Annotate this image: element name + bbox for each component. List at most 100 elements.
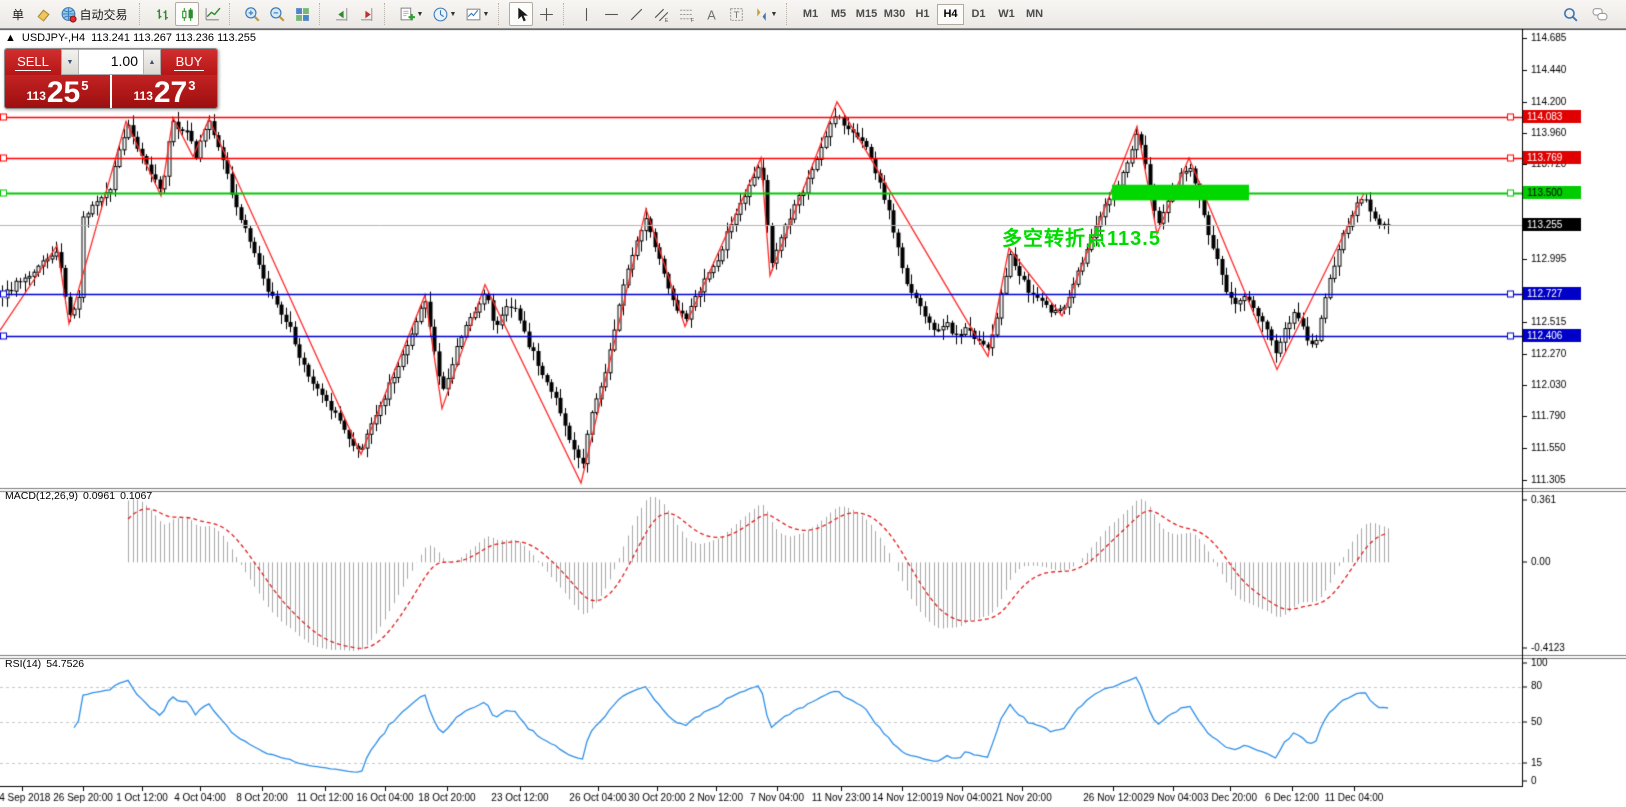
timeframe-m15-button[interactable]: M15 [855,8,878,20]
toolbar-separator [786,3,793,25]
volume-up-button[interactable]: ▲ [143,50,160,74]
new-order-button[interactable]: 单 [6,2,30,26]
timeframe-mn-button[interactable]: MN [1025,8,1044,20]
timeframe-m5-button[interactable]: M5 [830,8,847,20]
channel-tool-button[interactable]: E [649,2,673,26]
toolbar-separator [319,3,326,25]
toolbar-separator [384,3,391,25]
timeframe-m1-button[interactable]: M1 [802,8,819,20]
caret-up-icon: ▲ [148,58,156,66]
timeframe-m30-button[interactable]: M30 [883,8,906,20]
text-a-icon: A [707,7,716,22]
rsi-name: RSI(14) [5,658,42,670]
zoom-in-button[interactable] [240,2,264,26]
new-order-label: 单 [11,7,24,22]
svg-text:E: E [664,17,668,22]
timeframe-d1-button[interactable]: D1 [971,8,986,20]
template-icon [466,8,480,20]
chart-canvas[interactable] [0,29,1626,807]
vertical-line-tool-button[interactable] [574,2,598,26]
svg-text:F: F [690,17,694,22]
template-button[interactable]: ▼ [461,2,493,26]
auto-scroll-button[interactable] [330,2,354,26]
cursor-tool-button[interactable] [509,2,533,26]
crosshair-icon [539,7,553,21]
timeframe-h4-button[interactable]: H4 [937,3,964,25]
toolbar-separator [229,3,236,25]
symbol-timeframe: USDJPY-,H4 [21,32,86,44]
toolbar-separator [498,3,505,25]
sell-label: SELL [15,53,51,71]
ohlc-values: 113.241 113.267 113.236 113.255 [91,32,257,44]
text-label-tool-button[interactable]: T [724,2,748,26]
one-click-trading-panel: SELL ▼ 1.00 ▲ BUY 113 25 5 113 27 3 [4,48,218,109]
main-toolbar: 单 自动交易 [0,0,1626,29]
crosshair-tool-button[interactable] [534,2,558,26]
buy-price-button[interactable]: 113 27 3 [112,75,217,108]
rsi-value: 54.7526 [46,658,85,670]
bar-chart-button[interactable] [150,2,174,26]
caret-down-icon: ▼ [66,58,74,66]
horizontal-line-tool-button[interactable] [599,2,623,26]
svg-text:A: A [707,7,716,22]
trade-panel-price-row: 113 25 5 113 27 3 [5,75,217,108]
rsi-indicator-label: RSI(14) 54.7526 [5,658,89,670]
trendline-icon [630,8,642,20]
chevron-down-icon: ▼ [449,10,457,18]
chart-shift-button[interactable] [355,2,379,26]
sell-price-prefix: 113 [26,89,46,103]
trade-panel-top-row: SELL ▼ 1.00 ▲ BUY [5,49,217,75]
clock-icon [433,7,447,21]
macd-indicator-label: MACD(12,26,9) 0.0961 0.1067 [5,490,157,502]
timeframe-w1-button[interactable]: W1 [998,8,1015,20]
search-button[interactable] [1558,2,1582,26]
toolbar-separator [563,3,570,25]
chart-annotation-text: 多空转折点113.5 [1002,228,1161,250]
zoom-out-button[interactable] [265,2,289,26]
tile-windows-icon [295,7,309,21]
macd-signal-value: 0.1067 [120,490,153,502]
chevron-down-icon: ▼ [416,10,424,18]
cursor-icon [517,7,528,21]
arrow-objects-icon [756,7,766,21]
buy-price-prefix: 113 [133,89,153,103]
add-indicator-button[interactable]: ▼ [395,2,427,26]
zoom-out-icon [270,7,285,22]
text-tool-button[interactable]: A [699,2,723,26]
ohlc-bars-icon [156,8,168,20]
fibonacci-tool-button[interactable]: F [674,2,698,26]
timeframe-h1-button[interactable]: H1 [915,8,930,20]
vertical-line-icon [585,7,587,21]
chevron-down-icon: ▼ [482,10,490,18]
toolbar-separator [139,3,146,25]
chat-bubbles-icon [1592,7,1608,20]
buy-price-pip: 3 [188,78,196,93]
collapse-marker-icon: ▲ [5,32,16,44]
eraser-icon[interactable] [31,2,55,26]
sell-price-pip: 5 [81,78,89,93]
arrows-tool-button[interactable]: ▼ [749,2,781,26]
period-button[interactable]: ▼ [428,2,460,26]
svg-text:T: T [733,10,739,21]
trendline-tool-button[interactable] [624,2,648,26]
chevron-down-icon: ▼ [770,10,778,18]
autotrade-icon [62,6,78,23]
line-chart-button[interactable] [200,2,224,26]
chart-shift-icon [360,7,372,21]
auto-scroll-icon [335,7,347,21]
volume-input[interactable]: 1.00 [110,53,138,69]
volume-stepper: ▼ 1.00 ▲ [61,49,161,75]
autotrade-button[interactable]: 自动交易 [56,2,134,26]
buy-button[interactable]: BUY [161,49,217,75]
chat-button[interactable] [1588,2,1612,26]
toolbar-right-group [1558,2,1620,26]
macd-main-value: 0.0961 [82,490,116,502]
fibonacci-icon: F [679,9,694,23]
autotrade-label: 自动交易 [79,7,128,22]
sell-price-button[interactable]: 113 25 5 [5,75,110,108]
tile-windows-button[interactable] [290,2,314,26]
volume-down-button[interactable]: ▼ [62,50,79,74]
sell-button[interactable]: SELL [5,49,61,75]
candlestick-chart-button[interactable] [175,2,199,26]
